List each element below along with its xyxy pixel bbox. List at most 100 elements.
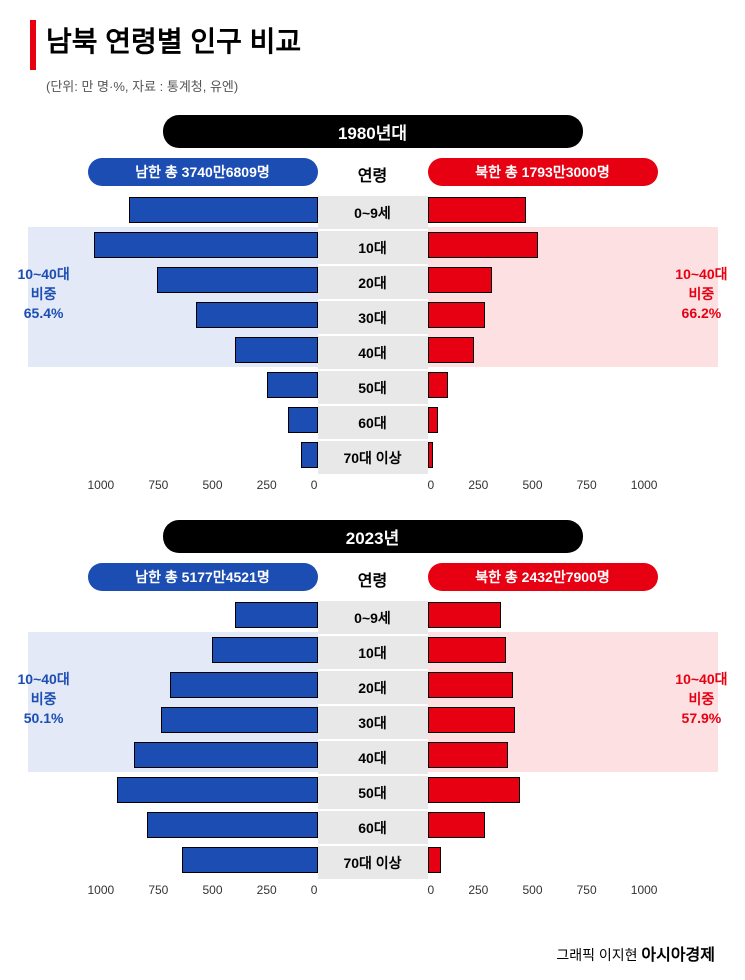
north-bar-row — [428, 192, 658, 227]
south-bar-row — [88, 402, 318, 437]
north-bars-area — [428, 597, 658, 877]
age-label-cell: 10대 — [318, 231, 428, 266]
north-proportion-note: 10~40대비중66.2% — [675, 265, 727, 324]
north-bar — [428, 372, 449, 398]
north-bar — [428, 707, 515, 733]
north-bar-row — [428, 262, 658, 297]
south-proportion-note: 10~40대비중50.1% — [18, 670, 70, 729]
north-x-axis: 02505007501000 — [428, 883, 658, 897]
pyramid-panel: 2023년남한 총 5177만4521명1000750500250010~40대… — [30, 520, 715, 897]
north-proportion-note: 10~40대비중57.9% — [675, 670, 727, 729]
panels-container: 1980년대남한 총 3740만6809명1000750500250010~40… — [30, 115, 715, 897]
north-bar — [428, 777, 520, 803]
age-label-cell: 10대 — [318, 636, 428, 671]
north-side: 북한 총 2432만7900명0250500750100010~40대비중57.… — [428, 563, 658, 897]
age-header: 연령 — [318, 563, 428, 595]
south-bar — [212, 637, 318, 663]
axis-tick: 1000 — [88, 478, 115, 492]
title-accent-bar — [30, 20, 36, 70]
south-bar — [94, 232, 317, 258]
north-bar — [428, 267, 492, 293]
age-label-cell: 70대 이상 — [318, 846, 428, 881]
north-bar — [428, 602, 502, 628]
axis-tick: 1000 — [631, 478, 658, 492]
age-label-cell: 50대 — [318, 776, 428, 811]
north-bar-row — [428, 667, 658, 702]
north-header-badge: 북한 총 2432만7900명 — [428, 563, 658, 591]
axis-tick: 0 — [311, 478, 318, 492]
south-bar — [170, 672, 317, 698]
south-bar-row — [88, 632, 318, 667]
age-label-cell: 50대 — [318, 371, 428, 406]
credit: 그래픽 이지현 아시아경제 — [556, 941, 715, 965]
age-label-cell: 0~9세 — [318, 601, 428, 636]
age-label-cell: 70대 이상 — [318, 441, 428, 476]
south-bar-row — [88, 332, 318, 367]
north-bar-row — [428, 772, 658, 807]
axis-tick: 250 — [257, 883, 277, 897]
north-bar — [428, 407, 438, 433]
age-label-cell: 40대 — [318, 336, 428, 371]
chart-subtitle: (단위: 만 명·%, 자료 : 통계청, 유엔) — [46, 76, 715, 95]
north-bar-row — [428, 227, 658, 262]
age-label-cell: 60대 — [318, 406, 428, 441]
axis-tick: 750 — [577, 478, 597, 492]
axis-tick: 250 — [257, 478, 277, 492]
south-bars-area — [88, 597, 318, 877]
panel-era-title: 1980년대 — [163, 115, 583, 148]
credit-prefix: 그래픽 이지현 — [556, 947, 637, 963]
south-bar-row — [88, 367, 318, 402]
axis-tick: 750 — [577, 883, 597, 897]
axis-tick: 500 — [522, 478, 542, 492]
credit-brand: 아시아경제 — [641, 947, 715, 964]
north-bar-row — [428, 702, 658, 737]
south-bars-area — [88, 192, 318, 472]
axis-tick: 250 — [468, 478, 488, 492]
north-bar — [428, 442, 434, 468]
axis-tick: 500 — [522, 883, 542, 897]
south-side: 남한 총 5177만4521명1000750500250010~40대비중50.… — [88, 563, 318, 897]
south-bar-row — [88, 772, 318, 807]
north-bar — [428, 302, 486, 328]
axis-tick: 1000 — [88, 883, 115, 897]
axis-tick: 750 — [148, 478, 168, 492]
south-bar — [288, 407, 318, 433]
axis-tick: 750 — [148, 883, 168, 897]
age-label-cell: 30대 — [318, 301, 428, 336]
south-bar — [196, 302, 318, 328]
north-header-badge: 북한 총 1793만3000명 — [428, 158, 658, 186]
south-bar-row — [88, 667, 318, 702]
north-bar — [428, 847, 442, 873]
north-bars-area — [428, 192, 658, 472]
age-label-cell: 40대 — [318, 741, 428, 776]
panel-era-title: 2023년 — [163, 520, 583, 553]
axis-tick: 250 — [468, 883, 488, 897]
south-bar-row — [88, 437, 318, 472]
north-bar — [428, 672, 513, 698]
south-bar-row — [88, 297, 318, 332]
north-bar-row — [428, 367, 658, 402]
north-bar-row — [428, 632, 658, 667]
south-bar — [117, 777, 317, 803]
axis-tick: 500 — [202, 478, 222, 492]
south-bar-row — [88, 192, 318, 227]
age-labels: 0~9세10대20대30대40대50대60대70대 이상 — [318, 601, 428, 881]
south-bar — [235, 602, 318, 628]
south-bar-row — [88, 842, 318, 877]
age-label-cell: 30대 — [318, 706, 428, 741]
south-bar — [157, 267, 318, 293]
north-bar-row — [428, 297, 658, 332]
south-side: 남한 총 3740만6809명1000750500250010~40대비중65.… — [88, 158, 318, 492]
north-bar — [428, 637, 506, 663]
age-labels: 0~9세10대20대30대40대50대60대70대 이상 — [318, 196, 428, 476]
pyramid: 남한 총 3740만6809명1000750500250010~40대비중65.… — [30, 158, 715, 492]
south-header-badge: 남한 총 5177만4521명 — [88, 563, 318, 591]
pyramid-panel: 1980년대남한 총 3740만6809명1000750500250010~40… — [30, 115, 715, 492]
south-bar — [235, 337, 318, 363]
title-row: 남북 연령별 인구 비교 — [30, 20, 715, 70]
north-bar — [428, 812, 486, 838]
axis-tick: 0 — [428, 883, 435, 897]
north-side: 북한 총 1793만3000명0250500750100010~40대비중66.… — [428, 158, 658, 492]
age-center-column: 연령0~9세10대20대30대40대50대60대70대 이상 — [318, 158, 428, 476]
south-x-axis: 10007505002500 — [88, 883, 318, 897]
